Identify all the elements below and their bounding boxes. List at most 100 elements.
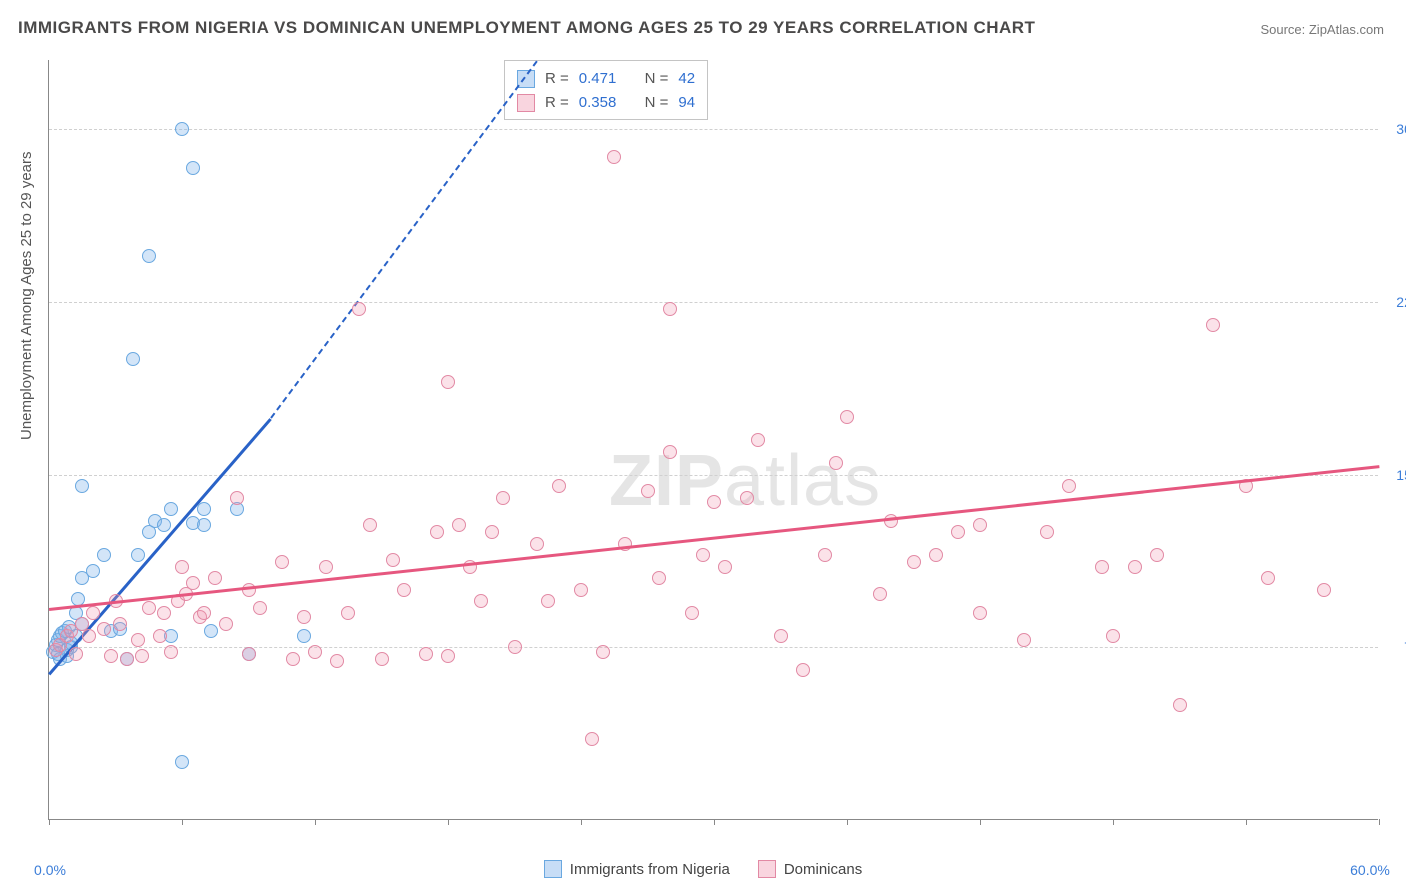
data-point-nigeria [86,564,100,578]
data-point-dominicans [153,629,167,643]
data-point-dominicans [1206,318,1220,332]
data-point-nigeria [142,249,156,263]
x-tick [315,819,316,825]
data-point-dominicans [585,732,599,746]
data-point-dominicans [652,571,666,585]
data-point-nigeria [75,479,89,493]
data-point-dominicans [441,649,455,663]
data-point-dominicans [441,375,455,389]
data-point-dominicans [951,525,965,539]
data-point-nigeria [126,352,140,366]
x-tick [980,819,981,825]
stat-n-label: N = [645,67,669,91]
data-point-dominicans [341,606,355,620]
data-point-dominicans [1095,560,1109,574]
bottom-legend: Immigrants from Nigeria Dominicans [0,860,1406,878]
data-point-dominicans [219,617,233,631]
data-point-dominicans [663,302,677,316]
legend-label-nigeria: Immigrants from Nigeria [570,861,730,878]
data-point-dominicans [829,456,843,470]
swatch-pink-icon [517,94,535,112]
data-point-dominicans [104,649,118,663]
stats-row-nigeria: R = 0.471 N = 42 [517,67,695,91]
data-point-dominicans [685,606,699,620]
data-point-dominicans [308,645,322,659]
data-point-dominicans [929,548,943,562]
legend-label-dominicans: Dominicans [784,861,862,878]
data-point-dominicans [973,606,987,620]
data-point-dominicans [607,150,621,164]
data-point-dominicans [574,583,588,597]
data-point-dominicans [363,518,377,532]
data-point-dominicans [242,583,256,597]
data-point-dominicans [135,649,149,663]
stat-r-label: R = [545,91,569,115]
data-point-dominicans [319,560,333,574]
stat-r-nigeria: 0.471 [579,67,617,91]
data-point-dominicans [286,652,300,666]
x-tick [847,819,848,825]
data-point-dominicans [1040,525,1054,539]
data-point-dominicans [496,491,510,505]
data-point-dominicans [175,560,189,574]
x-tick [448,819,449,825]
data-point-dominicans [1261,571,1275,585]
data-point-dominicans [131,633,145,647]
data-point-dominicans [186,576,200,590]
stat-n-label: N = [645,91,669,115]
data-point-dominicans [474,594,488,608]
data-point-dominicans [873,587,887,601]
gridline [49,302,1378,303]
data-point-dominicans [275,555,289,569]
gridline [49,129,1378,130]
data-point-dominicans [1317,583,1331,597]
x-tick [581,819,582,825]
data-point-dominicans [1128,560,1142,574]
gridline [49,475,1378,476]
data-point-dominicans [430,525,444,539]
data-point-dominicans [253,601,267,615]
data-point-dominicans [541,594,555,608]
stat-n-dominicans: 94 [678,91,695,115]
y-tick-label: 15.0% [1396,467,1406,483]
data-point-dominicans [352,302,366,316]
data-point-nigeria [204,624,218,638]
data-point-dominicans [208,571,222,585]
data-point-dominicans [530,537,544,551]
data-point-dominicans [397,583,411,597]
data-point-dominicans [796,663,810,677]
x-tick [1113,819,1114,825]
data-point-dominicans [142,601,156,615]
plot-area: ZIPatlas R = 0.471 N = 42 R = 0.358 N = … [48,60,1378,820]
data-point-nigeria [297,629,311,643]
data-point-dominicans [386,553,400,567]
data-point-dominicans [164,645,178,659]
data-point-dominicans [818,548,832,562]
data-point-dominicans [485,525,499,539]
data-point-dominicans [419,647,433,661]
data-point-dominicans [840,410,854,424]
data-point-dominicans [97,622,111,636]
data-point-dominicans [113,617,127,631]
data-point-dominicans [718,560,732,574]
x-tick [182,819,183,825]
data-point-dominicans [751,433,765,447]
data-point-nigeria [175,755,189,769]
y-tick-label: 30.0% [1396,121,1406,137]
data-point-nigeria [131,548,145,562]
stats-row-dominicans: R = 0.358 N = 94 [517,91,695,115]
data-point-dominicans [707,495,721,509]
stat-r-label: R = [545,67,569,91]
regression-line-dominicans [49,465,1379,610]
data-point-dominicans [452,518,466,532]
data-point-nigeria [157,518,171,532]
data-point-dominicans [197,606,211,620]
source-attribution: Source: ZipAtlas.com [1260,22,1384,37]
data-point-dominicans [1106,629,1120,643]
data-point-nigeria [197,518,211,532]
data-point-dominicans [82,629,96,643]
y-tick-label: 22.5% [1396,294,1406,310]
data-point-dominicans [740,491,754,505]
data-point-dominicans [907,555,921,569]
data-point-dominicans [1017,633,1031,647]
